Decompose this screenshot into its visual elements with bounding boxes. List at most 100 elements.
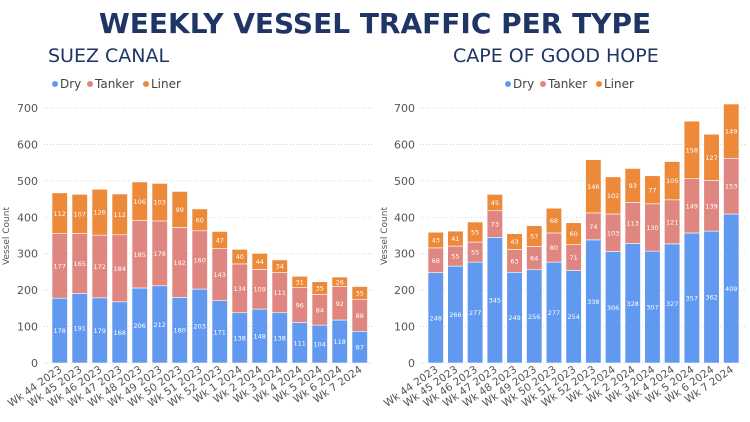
- legend-label-liner: Liner: [151, 77, 181, 91]
- data-label-tanker: 143: [214, 271, 226, 279]
- data-label-tanker: 160: [194, 256, 206, 264]
- y-tick-label: 200: [17, 284, 38, 297]
- bar-segment-liner: [151, 183, 168, 222]
- bar-segment-liner: [251, 253, 268, 270]
- data-label-dry: 104: [314, 341, 326, 349]
- data-label-dry: 111: [294, 339, 306, 347]
- data-label-liner: 31: [296, 278, 304, 286]
- y-axis-title: Vessel Count: [380, 207, 390, 265]
- data-label-tanker: 109: [254, 286, 266, 294]
- data-label-liner: 112: [114, 211, 126, 219]
- data-label-dry: 178: [54, 327, 66, 335]
- bar-segment-liner: [71, 194, 88, 234]
- legend-label-liner: Liner: [604, 77, 634, 91]
- data-label-liner: 77: [648, 186, 656, 194]
- data-label-tanker: 130: [646, 224, 658, 232]
- bar-segment-liner: [131, 181, 148, 221]
- y-tick-label: 100: [394, 321, 415, 334]
- data-label-liner: 43: [510, 238, 518, 246]
- bar-segment-liner: [624, 168, 641, 203]
- chart-subtitle: SUEZ CANAL: [48, 45, 170, 67]
- data-label-dry: 206: [134, 322, 146, 330]
- bar-segment-liner: [171, 191, 188, 228]
- y-axis-title: Vessel Count: [2, 207, 12, 265]
- data-label-tanker: 74: [589, 223, 597, 231]
- bar-segment-liner: [703, 133, 720, 181]
- data-label-dry: 191: [74, 325, 86, 333]
- legend-marker-liner: [596, 81, 602, 87]
- data-label-liner: 47: [216, 237, 224, 245]
- data-label-liner: 127: [705, 154, 717, 162]
- data-label-dry: 327: [666, 300, 678, 308]
- bar-segment-liner: [111, 193, 128, 236]
- legend-label-dry: Dry: [60, 77, 81, 91]
- y-tick-label: 300: [394, 248, 415, 261]
- data-label-liner: 106: [134, 198, 146, 206]
- bar-segment-liner: [683, 120, 700, 179]
- data-label-dry: 138: [274, 334, 286, 342]
- data-label-dry: 256: [528, 313, 540, 321]
- data-label-tanker: 192: [174, 259, 186, 267]
- data-label-liner: 35: [356, 289, 364, 297]
- data-label-tanker: 64: [530, 255, 538, 263]
- data-label-liner: 105: [666, 177, 678, 185]
- data-label-tanker: 153: [725, 183, 737, 191]
- data-label-liner: 112: [54, 210, 66, 218]
- data-label-dry: 148: [254, 333, 266, 341]
- bar-segment-liner: [211, 231, 228, 249]
- data-label-liner: 41: [451, 235, 459, 243]
- bar-segment-liner: [565, 222, 582, 245]
- data-label-liner: 57: [530, 233, 538, 241]
- bar-segment-liner: [331, 276, 348, 287]
- data-label-tanker: 121: [666, 218, 678, 226]
- data-label-dry: 345: [489, 297, 501, 305]
- cape-of-good-hope-chart: CAPE OF GOOD HOPE Dry Tanker Liner 0 100 200 30…: [380, 45, 745, 410]
- data-label-dry: 362: [705, 294, 717, 302]
- data-label-dry: 277: [469, 309, 481, 317]
- data-label-dry: 277: [548, 309, 560, 317]
- data-label-tanker: 184: [114, 265, 126, 273]
- bar-segment-liner: [311, 281, 328, 295]
- bar-segment-liner: [427, 231, 444, 249]
- bar-segment-liner: [91, 188, 108, 236]
- bar-segment-liner: [51, 192, 68, 234]
- data-label-dry: 357: [686, 294, 698, 302]
- legend-label-tanker: Tanker: [547, 77, 587, 91]
- y-tick-label: 500: [394, 175, 415, 188]
- data-label-tanker: 113: [627, 219, 639, 227]
- data-label-dry: 179: [94, 327, 106, 335]
- data-label-liner: 107: [74, 210, 86, 218]
- data-label-tanker: 185: [134, 251, 146, 259]
- bar-segment-liner: [526, 225, 543, 247]
- data-label-tanker: 55: [471, 249, 479, 257]
- data-label-tanker: 92: [336, 300, 344, 308]
- data-label-liner: 60: [196, 216, 204, 224]
- bar-segment-liner: [351, 286, 368, 300]
- y-tick-label: 100: [17, 321, 38, 334]
- data-label-tanker: 55: [451, 253, 459, 261]
- data-label-liner: 102: [607, 192, 619, 200]
- data-label-liner: 55: [471, 229, 479, 237]
- data-label-tanker: 63: [510, 257, 518, 265]
- chart-subtitle: CAPE OF GOOD HOPE: [453, 45, 659, 67]
- bar-segment-liner: [191, 208, 208, 232]
- y-tick-label: 0: [31, 357, 38, 370]
- bar-segment-liner: [486, 194, 503, 212]
- data-label-liner: 103: [154, 199, 166, 207]
- data-label-tanker: 111: [274, 289, 286, 297]
- data-label-liner: 146: [587, 183, 599, 191]
- data-label-tanker: 178: [154, 250, 166, 258]
- data-label-liner: 43: [432, 237, 440, 245]
- data-label-tanker: 149: [686, 202, 698, 210]
- data-label-dry: 138: [234, 334, 246, 342]
- legend-marker-tanker: [540, 81, 546, 87]
- data-label-liner: 68: [550, 217, 558, 225]
- data-label-liner: 158: [686, 146, 698, 154]
- data-label-dry: 254: [567, 313, 579, 321]
- y-tick-label: 300: [17, 248, 38, 261]
- page-title: WEEKLY VESSEL TRAFFIC PER TYPE: [99, 7, 651, 40]
- y-tick-label: 700: [17, 102, 38, 115]
- y-tick-label: 600: [394, 138, 415, 151]
- data-label-tanker: 68: [432, 257, 440, 265]
- suez-canal-chart: SUEZ CANAL Dry Tanker Liner 0 100 200 300 400 500…: [2, 45, 372, 410]
